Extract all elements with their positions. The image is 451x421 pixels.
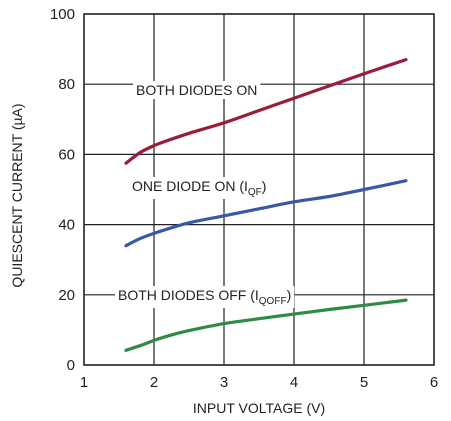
y-tick-label: 0 [67,357,75,374]
y-tick-label: 40 [58,217,75,234]
x-tick-label: 3 [220,374,228,391]
annotation-tail: ) [262,178,267,194]
series-line-1 [124,179,408,248]
annotation-text: ONE DIODE ON (I [132,178,248,194]
annotation-text: BOTH DIODES OFF (I [118,287,259,303]
x-tick-label: 4 [290,374,298,391]
annotation-one-diode-on: ONE DIODE ON (IQF) [132,178,266,198]
series-lines [124,58,408,352]
annotation-both-diodes-on: BOTH DIODES ON [136,82,257,98]
annotation-background [133,81,261,99]
y-tick-label: 80 [58,76,75,93]
annotation-background [115,286,295,308]
y-tick-label: 100 [50,6,75,23]
y-tick-labels: 0 20 40 60 80 100 [50,6,75,374]
x-tick-labels: 1 2 3 4 5 6 [80,374,438,391]
series-annotations: BOTH DIODES ON ONE DIODE ON (IQF) BOTH D… [115,81,295,308]
annotation-subscript: QOFF [259,296,287,307]
y-tick-label: 20 [58,287,75,304]
annotation-both-diodes-off: BOTH DIODES OFF (IQOFF) [118,287,291,307]
annotation-text: BOTH DIODES ON [136,82,257,98]
y-tick-label: 60 [58,146,75,163]
y-axis-label: QUIESCENT CURRENT (µA) [9,103,25,287]
x-tick-label: 1 [80,374,88,391]
x-tick-label: 6 [430,374,438,391]
x-tick-label: 5 [360,374,368,391]
series-line-0 [124,58,408,165]
x-axis-label: INPUT VOLTAGE (V) [193,400,325,416]
annotation-subscript: QF [248,187,262,198]
annotation-background [129,177,270,199]
plot-frame [83,13,435,366]
series-line-2 [124,298,408,352]
x-tick-label: 2 [150,374,158,391]
annotation-tail: ) [287,287,292,303]
